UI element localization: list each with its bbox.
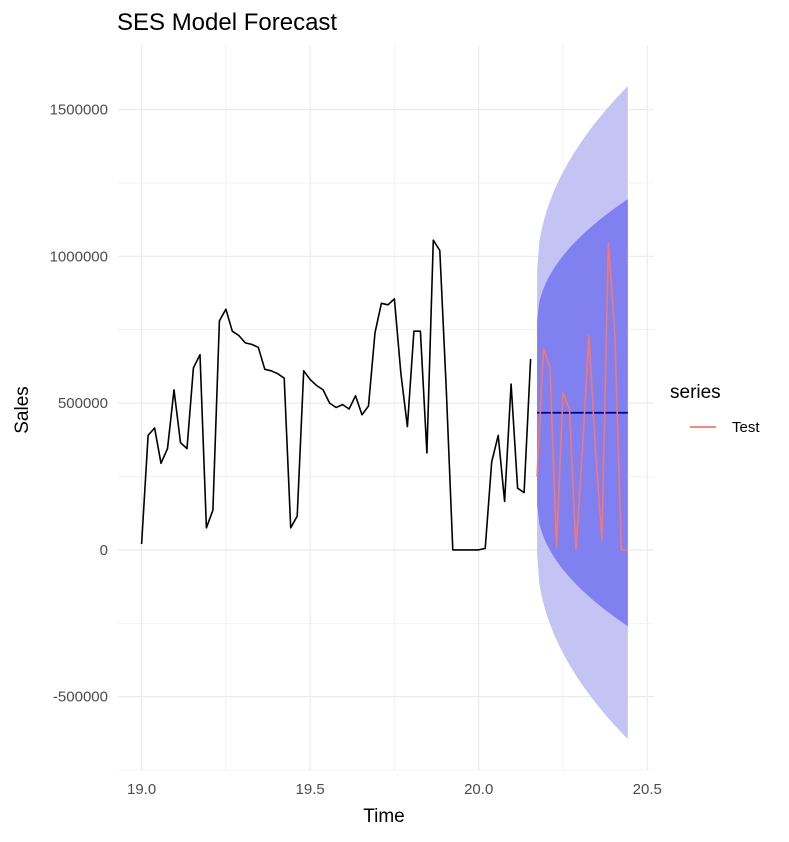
x-tick-label: 20.5	[633, 781, 662, 798]
x-tick-label: 19.0	[127, 781, 156, 798]
history-line	[140, 239, 532, 551]
legend-label-test: Test	[732, 419, 760, 436]
series-lines	[140, 239, 628, 551]
x-tick-label: 19.5	[296, 781, 325, 798]
x-axis-label: Time	[363, 806, 405, 827]
y-tick-label: 0	[100, 542, 108, 559]
legend: series Test	[670, 382, 760, 436]
legend-title: series	[670, 382, 721, 403]
chart-title: SES Model Forecast	[117, 9, 337, 36]
y-tick-label: 500000	[58, 395, 108, 412]
x-tick-label: 20.0	[464, 781, 493, 798]
axes: -500000 0 500000 1000000 1500000 19.0 19.5 20.0…	[50, 102, 662, 798]
y-axis-label: Sales	[12, 386, 33, 434]
y-tick-label: 1000000	[50, 248, 108, 265]
y-tick-label: -500000	[53, 689, 108, 706]
legend-entries: Test	[690, 419, 760, 436]
test-series-line	[536, 242, 628, 551]
y-tick-label: 1500000	[50, 102, 108, 119]
grid	[118, 45, 654, 771]
